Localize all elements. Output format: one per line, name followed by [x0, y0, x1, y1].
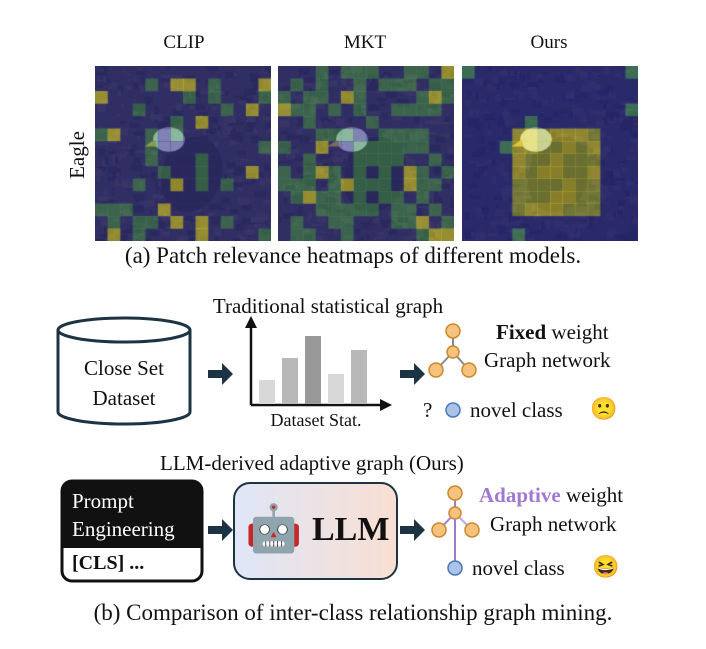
adaptive-word: Adaptive	[479, 483, 561, 507]
caption-a: (a) Patch relevance heatmaps of differen…	[124, 243, 582, 268]
arrow-right-icon	[400, 363, 425, 385]
arrow-right-icon	[208, 519, 233, 541]
bar	[305, 336, 321, 404]
fixed-word: Fixed	[496, 320, 547, 344]
graph-network-label: Graph network	[484, 348, 611, 372]
llm-label: LLM	[312, 511, 390, 548]
prompt-box	[60, 479, 204, 583]
llm-box	[233, 482, 398, 580]
heatmap-ours	[462, 66, 638, 241]
dataset-label: Close Set Dataset	[60, 353, 188, 413]
graph-network-label-2: Graph network	[490, 512, 617, 536]
arrow-right-icon	[400, 519, 425, 541]
robot-icon: 🤖	[245, 503, 303, 554]
weight-word-2: weight	[565, 483, 624, 507]
weight-word: weight	[551, 320, 609, 344]
traditional-graph-title: Traditional statistical graph	[212, 294, 444, 318]
prompt-line2: Engineering	[72, 517, 175, 541]
fixed-weight-label: Fixed weight	[496, 320, 609, 345]
novel-class-label-2: novel class	[472, 556, 565, 580]
bar	[282, 358, 298, 404]
caption-b: (b) Comparison of inter-class relationsh…	[93, 600, 613, 625]
arrow-right-icon	[208, 363, 233, 385]
adaptive-graph-title: LLM-derived adaptive graph (Ours)	[160, 451, 464, 475]
prompt-engineering-label: Prompt Engineering	[72, 487, 175, 543]
column-title-clip: CLIP	[163, 32, 205, 53]
heatmap-mkt	[278, 66, 454, 241]
happy-face-icon: 😆	[592, 554, 620, 579]
prompt-cls-label: [CLS] ...	[72, 552, 145, 574]
dataset-label-line1: Close Set	[84, 356, 164, 380]
column-title-mkt: MKT	[343, 32, 387, 53]
novel-class-node	[445, 402, 461, 418]
adaptive-weight-label: Adaptive weight	[479, 483, 623, 508]
adaptive-graph-network	[431, 485, 480, 576]
novel-class-label: novel class	[470, 398, 563, 422]
bar	[351, 350, 367, 404]
dataset-label-line2: Dataset	[92, 386, 156, 410]
bar	[259, 380, 275, 404]
dataset-stat-chart	[245, 316, 392, 411]
question-mark: ?	[423, 398, 433, 422]
sad-face-icon: 🙁	[590, 396, 618, 421]
column-title-ours: Ours	[530, 32, 568, 53]
dataset-cylinder	[56, 316, 192, 426]
bar	[328, 374, 344, 404]
chart-axis-label: Dataset Stat.	[270, 410, 362, 430]
fixed-graph-network	[428, 323, 477, 418]
prompt-line1: Prompt	[72, 489, 134, 513]
novel-class-node	[447, 560, 463, 576]
heatmap-clip	[95, 66, 271, 241]
